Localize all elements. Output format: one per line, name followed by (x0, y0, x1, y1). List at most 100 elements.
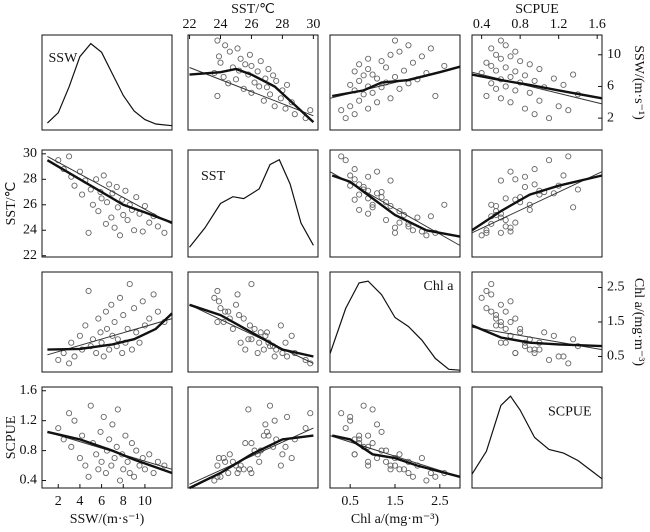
point (103, 325, 111, 332)
panel-frame (187, 149, 319, 258)
point (237, 462, 244, 469)
point (108, 214, 115, 221)
density-curve (46, 42, 173, 127)
point (98, 458, 105, 465)
y-axis-title: SCPUE (4, 416, 19, 460)
point (116, 294, 124, 301)
point (120, 211, 127, 219)
point (263, 329, 270, 336)
point (382, 217, 390, 224)
panel-frame (329, 271, 461, 373)
panel-frame (471, 386, 603, 489)
point (507, 298, 514, 305)
point (240, 315, 247, 322)
point (246, 51, 253, 58)
point (391, 462, 399, 469)
point (234, 469, 241, 477)
y-tick-label: 22 (23, 248, 37, 263)
point (432, 92, 439, 100)
point (114, 204, 121, 211)
point (122, 187, 129, 194)
point (378, 58, 385, 65)
point (488, 308, 495, 315)
point (347, 81, 354, 88)
point (242, 440, 249, 447)
point (133, 194, 140, 201)
point (246, 466, 253, 473)
point (517, 58, 524, 65)
point (502, 42, 509, 49)
point (154, 458, 161, 465)
point (248, 469, 255, 477)
point (263, 84, 270, 91)
density-curve (189, 158, 314, 248)
point (66, 410, 73, 417)
point (427, 213, 434, 220)
point (391, 37, 399, 44)
panel-frame (329, 34, 461, 131)
point (108, 462, 115, 469)
point (248, 281, 255, 288)
x-tick-label: 24 (214, 17, 228, 32)
point (338, 153, 345, 160)
point (369, 71, 376, 78)
point (103, 199, 111, 206)
point (236, 466, 243, 473)
point (226, 451, 233, 458)
point (409, 473, 416, 480)
point (351, 196, 358, 203)
point (502, 223, 509, 230)
point (271, 103, 278, 110)
point (131, 305, 138, 312)
x-tick-label: 1.2 (550, 17, 568, 32)
point (100, 353, 107, 360)
panel-frame (187, 34, 319, 131)
y-axis-title: SST/℃ (4, 182, 19, 226)
point (493, 85, 500, 92)
point (111, 455, 118, 462)
point (488, 80, 495, 87)
variable-name: SCPUE (548, 404, 592, 419)
point (237, 55, 244, 62)
point (405, 42, 412, 49)
y-tick-label: 30 (23, 146, 37, 161)
point (365, 432, 372, 439)
point (102, 308, 109, 315)
y-tick-label: 1.2 (20, 413, 38, 428)
point (347, 413, 354, 420)
point (512, 176, 519, 183)
point (356, 432, 363, 439)
point (493, 202, 500, 210)
point (242, 61, 249, 68)
point (493, 315, 500, 322)
panel-frame (471, 34, 603, 131)
x-tick-label: 1.6 (588, 17, 606, 32)
point (365, 55, 372, 62)
point (93, 176, 100, 183)
point (111, 224, 118, 231)
point (87, 402, 94, 409)
y-tick-label: 0.5 (607, 349, 625, 364)
point (226, 48, 233, 55)
point (214, 462, 221, 469)
point (66, 153, 73, 160)
point (414, 214, 421, 221)
point (260, 346, 267, 353)
point (71, 182, 78, 189)
point (423, 477, 430, 484)
point (139, 298, 146, 305)
point (574, 186, 581, 193)
point (517, 329, 524, 336)
point (55, 425, 62, 432)
point (95, 315, 102, 322)
point (113, 183, 120, 190)
smooth-line (331, 65, 461, 98)
point (288, 332, 295, 339)
point (338, 107, 345, 114)
point (536, 97, 543, 104)
point (517, 325, 524, 332)
point (240, 85, 247, 92)
point (128, 440, 135, 447)
point (260, 432, 267, 439)
point (365, 462, 372, 469)
